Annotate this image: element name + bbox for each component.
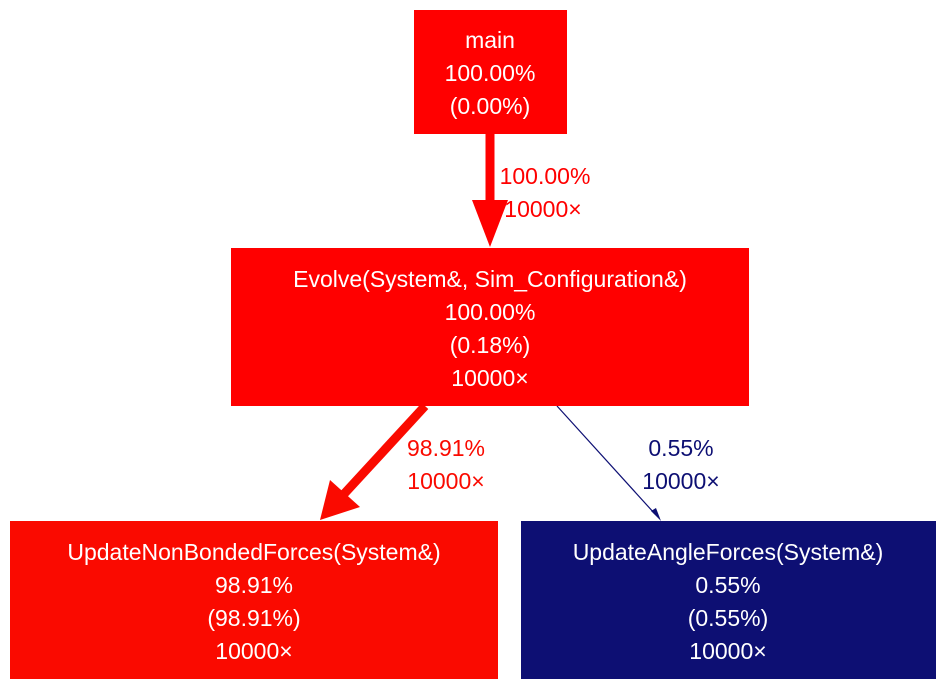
node-calls: 10000× <box>215 638 292 664</box>
edge-line <box>340 402 429 498</box>
node-box <box>231 248 749 406</box>
node-name: UpdateNonBondedForces(System&) <box>67 539 440 565</box>
edge-calls: 10000× <box>504 196 581 222</box>
node-name: UpdateAngleForces(System&) <box>573 539 884 565</box>
node-self: (0.00%) <box>450 93 531 119</box>
edge-evolve-to-nonbonded: 98.91% 10000× <box>320 402 485 520</box>
node-total: 100.00% <box>445 60 536 86</box>
edge-calls: 10000× <box>642 468 719 494</box>
node-box <box>10 521 498 679</box>
arrowhead-icon <box>651 508 661 521</box>
arrowhead-icon <box>472 200 508 247</box>
edge-line <box>556 405 656 515</box>
node-self: (98.91%) <box>207 605 300 631</box>
node-evolve[interactable]: Evolve(System&, Sim_Configuration&) 100.… <box>231 248 749 406</box>
node-calls: 10000× <box>689 638 766 664</box>
edge-percent: 0.55% <box>648 435 713 461</box>
edge-evolve-to-angle: 0.55% 10000× <box>556 405 720 521</box>
node-self: (0.18%) <box>450 332 531 358</box>
edge-percent: 100.00% <box>500 163 591 189</box>
node-calls: 10000× <box>451 365 528 391</box>
edge-percent: 98.91% <box>407 435 485 461</box>
node-total: 0.55% <box>695 572 760 598</box>
node-update-nonbonded-forces[interactable]: UpdateNonBondedForces(System&) 98.91% (9… <box>10 521 498 679</box>
node-name: main <box>465 27 515 53</box>
edge-main-to-evolve: 100.00% 10000× <box>472 134 590 247</box>
node-total: 98.91% <box>215 572 293 598</box>
node-update-angle-forces[interactable]: UpdateAngleForces(System&) 0.55% (0.55%)… <box>521 521 936 679</box>
arrowhead-icon <box>320 480 360 520</box>
node-main[interactable]: main 100.00% (0.00%) <box>414 10 567 134</box>
node-box <box>414 10 567 134</box>
node-box <box>521 521 936 679</box>
edge-calls: 10000× <box>407 468 484 494</box>
node-name: Evolve(System&, Sim_Configuration&) <box>293 266 687 292</box>
node-total: 100.00% <box>445 299 536 325</box>
node-self: (0.55%) <box>688 605 769 631</box>
